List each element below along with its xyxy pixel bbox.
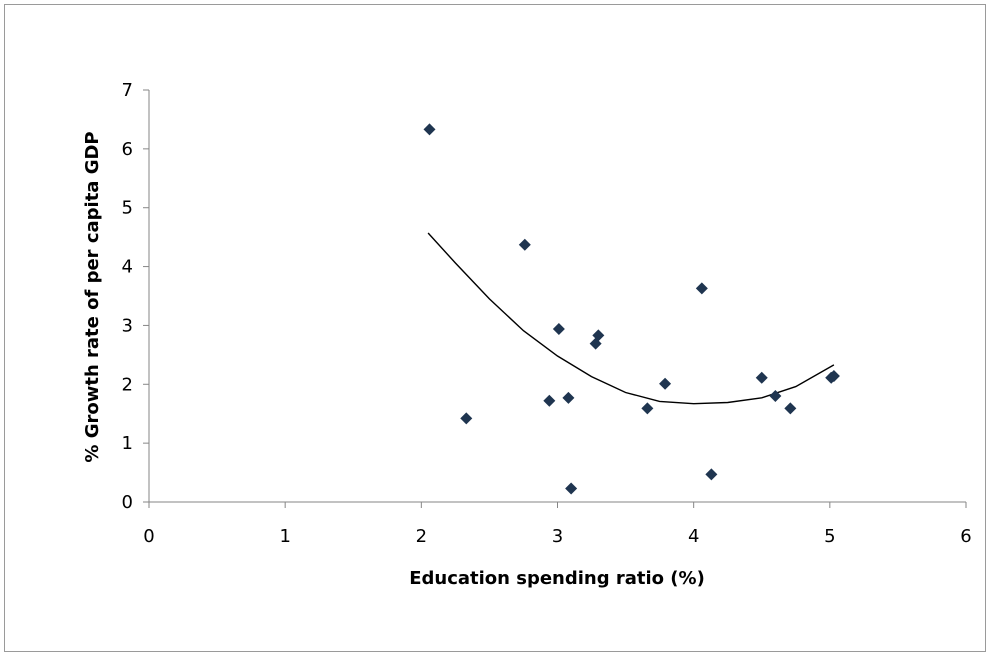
data-points (423, 123, 840, 495)
x-axis-title: Education spending ratio (%) (409, 568, 705, 589)
y-tick-label: 3 (122, 315, 133, 336)
data-point (518, 238, 531, 251)
data-point (423, 123, 436, 136)
y-tick-label: 2 (122, 374, 133, 395)
y-tick-label: 1 (122, 433, 133, 454)
data-point (592, 329, 605, 342)
y-tick-label: 0 (122, 492, 133, 513)
trend-line (427, 232, 835, 405)
data-point (460, 412, 473, 425)
x-tick-label: 0 (143, 526, 154, 547)
x-tick-label: 3 (552, 526, 563, 547)
data-point (769, 390, 782, 403)
data-point (659, 377, 672, 390)
data-point (562, 391, 575, 404)
data-point (641, 402, 654, 415)
axes (143, 89, 967, 508)
data-point (543, 394, 556, 407)
chart-frame (4, 4, 986, 652)
x-tick-label: 4 (688, 526, 699, 547)
data-point (784, 402, 797, 415)
data-point (565, 482, 578, 495)
y-tick-label: 5 (122, 198, 133, 219)
data-point (552, 322, 565, 335)
y-tick-label: 4 (122, 257, 133, 278)
data-point (705, 468, 718, 481)
data-point (755, 371, 768, 384)
data-point (827, 370, 840, 383)
x-tick-label: 1 (279, 526, 290, 547)
y-tick-labels: 0 1 2 3 4 5 6 7 (122, 80, 133, 513)
data-point (695, 282, 708, 295)
x-tick-label: 6 (960, 526, 971, 547)
x-tick-label: 2 (416, 526, 427, 547)
x-tick-label: 5 (824, 526, 835, 547)
y-tick-label: 7 (122, 80, 133, 101)
y-axis-title: % Growth rate of per capita GDP (82, 131, 103, 462)
y-tick-label: 6 (122, 139, 133, 160)
x-tick-labels: 0 1 2 3 4 5 6 (143, 526, 971, 547)
